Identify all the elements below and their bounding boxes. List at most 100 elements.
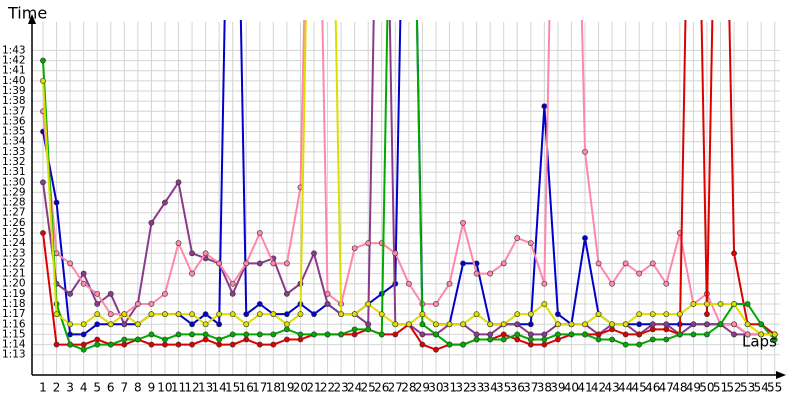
point	[94, 321, 101, 328]
point	[663, 336, 670, 343]
x-tick-label: 2	[53, 381, 61, 395]
point	[514, 311, 521, 318]
point	[283, 260, 290, 267]
point	[609, 336, 615, 343]
x-tick-label: 23	[333, 381, 348, 395]
point	[704, 301, 710, 307]
point	[162, 311, 168, 318]
point	[758, 321, 765, 328]
point	[148, 311, 155, 318]
y-tick-label: 1:14	[2, 339, 26, 351]
point	[392, 321, 399, 328]
point	[405, 321, 412, 328]
x-tick-label: 34	[483, 381, 498, 395]
point	[256, 311, 263, 318]
point	[541, 301, 548, 307]
y-tick-label: 1:32	[2, 156, 26, 168]
point	[148, 219, 155, 226]
point	[663, 321, 670, 328]
point	[283, 336, 290, 343]
x-tick-label: 50	[699, 381, 714, 395]
x-tick-label: 21	[306, 381, 321, 395]
x-tick-label: 54	[754, 381, 769, 395]
x-tick-label: 17	[252, 381, 267, 395]
point	[649, 311, 656, 318]
point	[446, 341, 453, 348]
x-tick-label: 51	[713, 381, 728, 395]
point	[297, 336, 304, 343]
point	[514, 331, 521, 338]
point	[636, 270, 643, 277]
point	[690, 301, 697, 307]
point	[419, 341, 426, 348]
x-tick-label: 13	[198, 381, 213, 395]
point	[175, 331, 182, 338]
x-tick-label: 16	[239, 381, 254, 395]
point	[283, 290, 290, 297]
point	[609, 321, 615, 328]
point	[202, 331, 209, 338]
point	[94, 311, 101, 318]
point	[107, 341, 114, 348]
point	[202, 336, 209, 343]
x-tick-label: 53	[740, 381, 755, 395]
point	[731, 250, 737, 257]
point	[67, 260, 73, 267]
point	[94, 336, 101, 343]
point	[270, 341, 277, 348]
point	[473, 331, 480, 338]
point	[283, 326, 290, 333]
point	[243, 321, 250, 328]
point	[527, 331, 534, 338]
x-tick-label: 15	[225, 381, 240, 395]
point	[365, 301, 372, 307]
point	[731, 321, 737, 328]
x-tick-label: 49	[686, 381, 701, 395]
point	[107, 321, 114, 328]
y-tick-label: 1:31	[2, 166, 26, 178]
point	[771, 331, 778, 338]
point	[162, 290, 168, 297]
point	[351, 326, 358, 333]
y-tick-label: 1:27	[2, 207, 26, 219]
point	[351, 311, 358, 318]
point	[419, 331, 426, 338]
x-tick-label: 41	[577, 381, 592, 395]
point	[622, 331, 629, 338]
point	[433, 346, 439, 353]
plot-area	[40, 20, 778, 353]
point	[365, 326, 372, 333]
point	[731, 301, 737, 307]
point	[351, 331, 358, 338]
point	[175, 341, 182, 348]
point	[134, 336, 141, 343]
point	[392, 250, 399, 257]
point	[446, 280, 453, 287]
x-tick-label: 42	[591, 381, 606, 395]
point	[527, 240, 534, 247]
point	[676, 331, 683, 338]
x-tick-label: 20	[293, 381, 308, 395]
point	[121, 321, 128, 328]
y-tick-label: 1:16	[2, 318, 26, 330]
point	[365, 321, 372, 328]
point	[595, 331, 602, 338]
x-tick-label: 48	[672, 381, 687, 395]
point	[582, 321, 588, 328]
point	[419, 311, 426, 318]
y-tick-label: 1:40	[2, 75, 26, 87]
point	[487, 321, 494, 328]
point	[40, 230, 46, 236]
y-tick-label: 1:23	[2, 247, 26, 259]
y-axis-arrow	[28, 14, 36, 24]
point	[175, 240, 182, 247]
point	[555, 331, 561, 338]
x-tick-label: 45	[632, 381, 647, 395]
x-tick-label: 14	[212, 381, 227, 395]
y-tick-label: 1:41	[2, 65, 26, 77]
point	[107, 290, 114, 297]
point	[134, 321, 141, 328]
y-tick-label: 1:37	[2, 105, 26, 117]
y-tick-label: 1:39	[2, 85, 26, 97]
point	[53, 311, 60, 318]
